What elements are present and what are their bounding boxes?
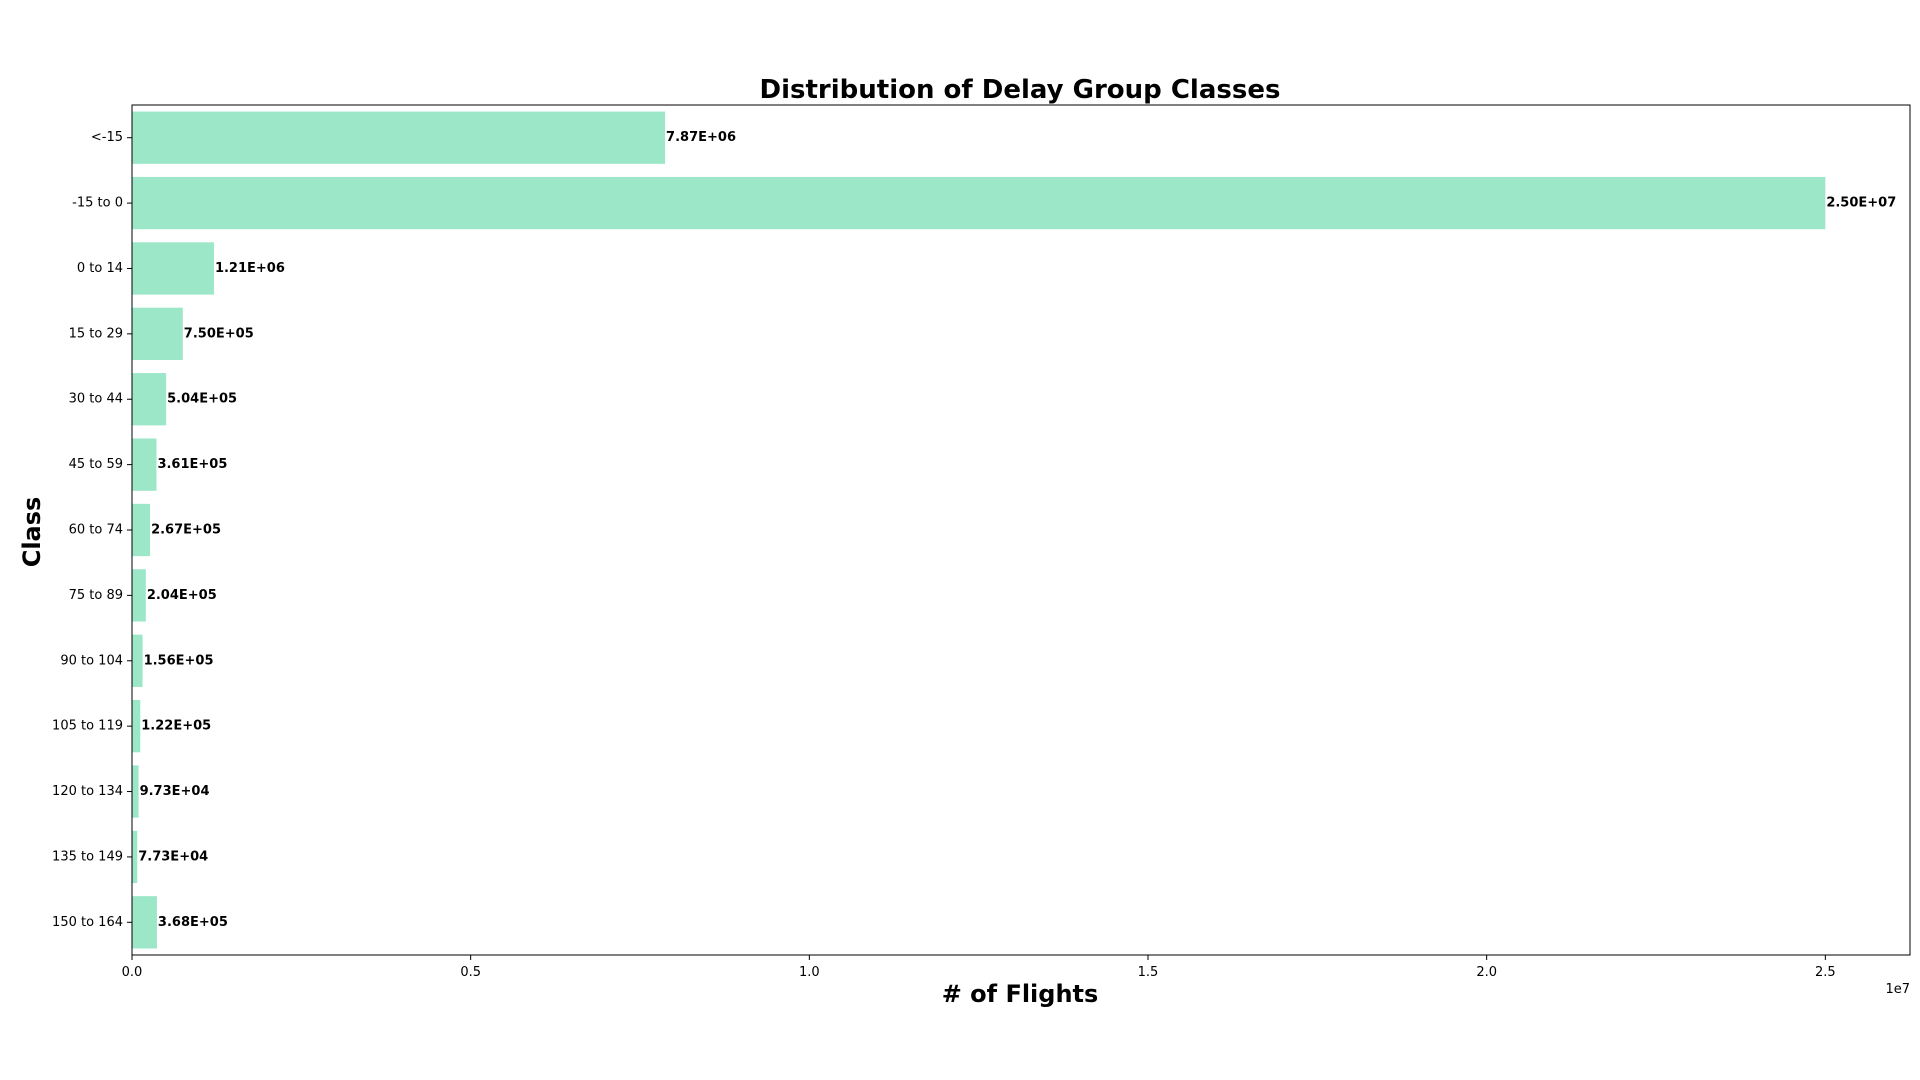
bar-12 — [132, 896, 157, 949]
bar-value-label-7: 2.04E+05 — [147, 588, 217, 603]
bar-value-label-1: 2.50E+07 — [1826, 196, 1896, 211]
plot-frame — [131, 104, 1911, 956]
bar-value-label-6: 2.67E+05 — [151, 523, 221, 538]
y-tick-label-7: 75 to 89 — [69, 588, 123, 603]
bar-4 — [132, 373, 167, 426]
x-tick-label-4: 2.0 — [1476, 965, 1497, 980]
bar-9 — [132, 700, 141, 753]
bar-value-label-12: 3.68E+05 — [158, 915, 228, 930]
y-tick-label-9: 105 to 119 — [52, 719, 123, 734]
x-tick-label-1: 0.5 — [460, 965, 481, 980]
y-tick-label-0: <-15 — [91, 130, 123, 145]
bar-value-label-8: 1.56E+05 — [144, 653, 214, 668]
y-tick-label-12: 150 to 164 — [52, 915, 123, 930]
x-tick-label-0: 0.0 — [122, 965, 143, 980]
x-tick-label-3: 1.5 — [1138, 965, 1159, 980]
bar-10 — [132, 765, 139, 818]
bar-2 — [132, 242, 214, 295]
bar-6 — [132, 503, 151, 557]
bar-value-label-5: 3.61E+05 — [157, 457, 227, 472]
y-axis-ticks: <-15 -15 to 0 0 to 14 15 to 29 30 to 44 45 to… — [52, 130, 132, 930]
bar-value-label-11: 7.73E+04 — [138, 849, 208, 864]
x-axis-scale-label: 1e7 — [1885, 982, 1910, 997]
chart-title: Distribution of Delay Group Classes — [760, 75, 1281, 105]
bar-3 — [132, 307, 183, 360]
y-tick-label-6: 60 to 74 — [69, 523, 123, 538]
x-tick-label-5: 2.5 — [1815, 965, 1836, 980]
y-tick-label-3: 15 to 29 — [69, 326, 123, 341]
bar-5 — [132, 438, 157, 491]
bar-value-label-9: 1.22E+05 — [141, 719, 211, 734]
y-tick-label-8: 90 to 104 — [60, 653, 123, 668]
y-tick-label-2: 0 to 14 — [77, 261, 123, 276]
x-axis-ticks: 0.0 0.5 1.0 1.5 2.0 2.5 — [122, 955, 1836, 980]
bar-value-label-4: 5.04E+05 — [167, 392, 237, 407]
bar-8 — [132, 634, 143, 687]
y-tick-label-11: 135 to 149 — [52, 849, 123, 864]
bar-7 — [132, 569, 146, 622]
bar-value-label-2: 1.21E+06 — [215, 261, 285, 276]
bar-value-label-3: 7.50E+05 — [184, 326, 254, 341]
bar-value-label-10: 9.73E+04 — [140, 784, 210, 799]
y-tick-label-5: 45 to 59 — [69, 457, 123, 472]
bars-group — [132, 111, 1826, 949]
y-tick-label-10: 120 to 134 — [52, 784, 123, 799]
y-tick-label-1: -15 to 0 — [72, 196, 123, 211]
x-axis-title: # of Flights — [942, 980, 1099, 1008]
x-tick-label-2: 1.0 — [799, 965, 820, 980]
y-tick-label-4: 30 to 44 — [69, 392, 123, 407]
bar-0 — [132, 111, 666, 164]
bar-11 — [132, 830, 138, 884]
bar-labels-group: 7.87E+06 2.50E+07 1.21E+06 7.50E+05 5.04E+05… — [138, 130, 1896, 930]
bar-value-label-0: 7.87E+06 — [666, 130, 736, 145]
bar-1 — [132, 176, 1826, 230]
y-axis-title: Class — [18, 497, 46, 568]
